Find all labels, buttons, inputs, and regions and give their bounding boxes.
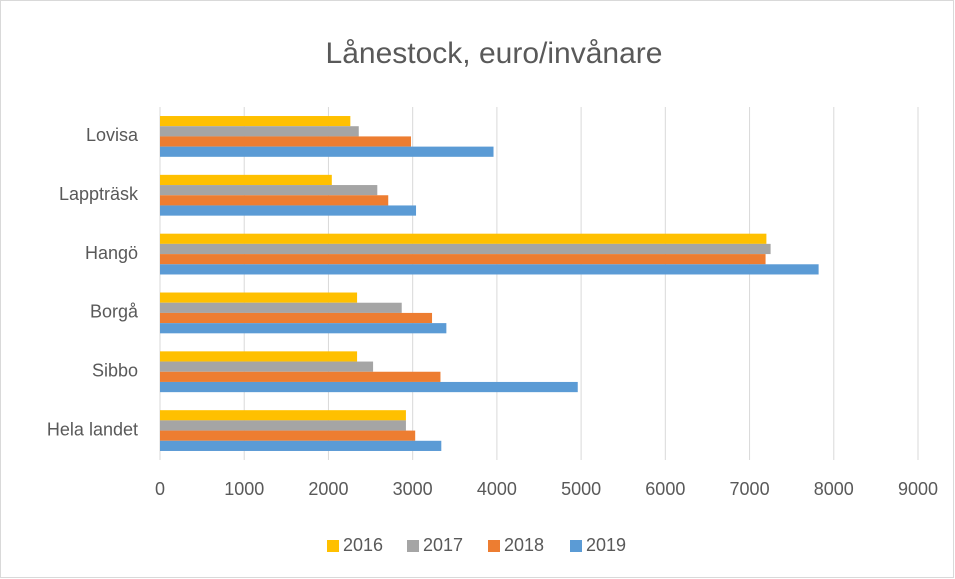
bar <box>160 292 358 303</box>
bar <box>160 116 351 127</box>
y-tick-label: Hela landet <box>47 419 138 439</box>
bar <box>160 264 819 275</box>
y-tick-label: Borgå <box>90 302 139 322</box>
bar <box>160 420 406 431</box>
bar <box>160 351 358 362</box>
bar <box>160 254 766 265</box>
bar <box>160 126 359 137</box>
x-tick-label: 0 <box>155 479 165 499</box>
bar <box>160 243 771 255</box>
y-tick-label: Hangö <box>85 243 138 263</box>
y-tick-label: Lovisa <box>86 125 139 145</box>
bar <box>160 410 406 421</box>
bar <box>160 430 416 441</box>
bar <box>160 381 578 393</box>
bar <box>160 302 402 313</box>
bar <box>160 233 767 244</box>
x-tick-label: 1000 <box>224 479 264 499</box>
legend-swatch <box>570 540 582 552</box>
bar <box>160 146 494 157</box>
legend-swatch <box>488 540 500 552</box>
y-tick-label: Lappträsk <box>59 184 139 204</box>
bar <box>160 185 378 196</box>
bar <box>160 323 447 334</box>
legend-label: 2019 <box>586 535 626 555</box>
bar <box>160 312 433 324</box>
legend-label: 2017 <box>423 535 463 555</box>
bar <box>160 195 389 206</box>
x-tick-label: 2000 <box>308 479 348 499</box>
bar <box>160 174 332 186</box>
x-tick-label: 5000 <box>561 479 601 499</box>
x-tick-label: 9000 <box>898 479 938 499</box>
bar <box>160 361 374 372</box>
y-tick-label: Sibbo <box>92 361 138 381</box>
bar <box>160 371 441 382</box>
legend-label: 2016 <box>343 535 383 555</box>
legend-swatch <box>407 540 419 552</box>
bar <box>160 440 442 451</box>
x-tick-label: 8000 <box>814 479 854 499</box>
x-tick-label: 6000 <box>645 479 685 499</box>
x-tick-label: 3000 <box>393 479 433 499</box>
chart-title: Lånestock, euro/invånare <box>326 37 663 70</box>
bar <box>160 205 417 216</box>
x-tick-label: 7000 <box>730 479 770 499</box>
bar <box>160 136 411 147</box>
legend-label: 2018 <box>504 535 544 555</box>
legend-swatch <box>327 540 339 552</box>
x-tick-label: 4000 <box>477 479 517 499</box>
